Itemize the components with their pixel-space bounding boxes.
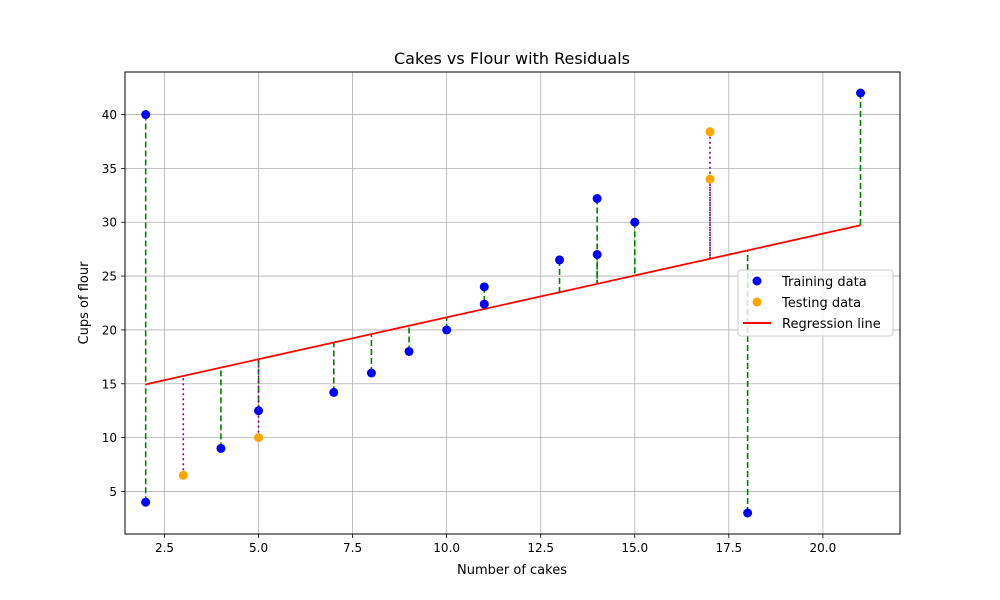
legend: Training data Testing data Regression li… <box>737 269 894 337</box>
y-tick-label: 15 <box>102 377 117 391</box>
legend-training-marker <box>752 276 762 286</box>
training-point <box>555 255 565 265</box>
training-point <box>743 508 753 518</box>
regression-line-group <box>145 224 861 386</box>
chart-title: Cakes vs Flour with Residuals <box>394 49 630 68</box>
x-tick-label: 2.5 <box>155 541 174 555</box>
training-point <box>141 497 151 507</box>
testing-point <box>705 127 715 137</box>
y-tick-label: 5 <box>109 485 117 499</box>
training-point <box>630 217 640 227</box>
training-point <box>592 194 602 204</box>
plot-frame <box>124 71 901 535</box>
legend-regression-label: Regression line <box>782 317 881 332</box>
training-point <box>216 443 226 453</box>
y-axis-ticks: 5 10 15 20 25 30 35 40 <box>102 108 125 499</box>
legend-training-label: Training data <box>781 275 867 290</box>
x-axis-label: Number of cakes <box>457 563 567 578</box>
testing-point <box>178 470 188 480</box>
training-point <box>254 406 264 416</box>
training-point <box>855 88 865 98</box>
y-tick-label: 30 <box>102 216 117 230</box>
y-tick-label: 10 <box>102 431 117 445</box>
training-point <box>141 110 151 120</box>
x-tick-label: 5.0 <box>249 541 268 555</box>
training-point <box>442 325 452 335</box>
legend-testing-label: Testing data <box>781 296 861 311</box>
training-point <box>479 282 489 292</box>
training-point <box>366 368 376 378</box>
legend-testing-marker <box>752 297 762 307</box>
testing-point <box>254 433 264 443</box>
x-tick-label: 15.0 <box>621 541 648 555</box>
training-point <box>404 346 414 356</box>
x-axis-ticks: 2.5 5.0 7.5 10.0 12.5 15.0 17.5 20.0 <box>155 534 836 555</box>
training-point <box>479 299 489 309</box>
testing-point <box>705 174 715 184</box>
x-tick-label: 17.5 <box>715 541 742 555</box>
y-tick-label: 35 <box>102 162 117 176</box>
data-points <box>141 88 865 518</box>
x-tick-label: 12.5 <box>527 541 554 555</box>
y-tick-label: 25 <box>102 270 117 284</box>
x-tick-label: 7.5 <box>343 541 362 555</box>
y-axis-label: Cups of flour <box>77 261 92 345</box>
legend-box <box>737 269 894 337</box>
x-tick-label: 10.0 <box>433 541 460 555</box>
y-tick-label: 20 <box>102 323 117 337</box>
x-tick-label: 20.0 <box>810 541 837 555</box>
training-point <box>592 250 602 260</box>
training-point <box>329 387 339 397</box>
y-tick-label: 40 <box>102 108 117 122</box>
regression-line <box>145 224 861 386</box>
